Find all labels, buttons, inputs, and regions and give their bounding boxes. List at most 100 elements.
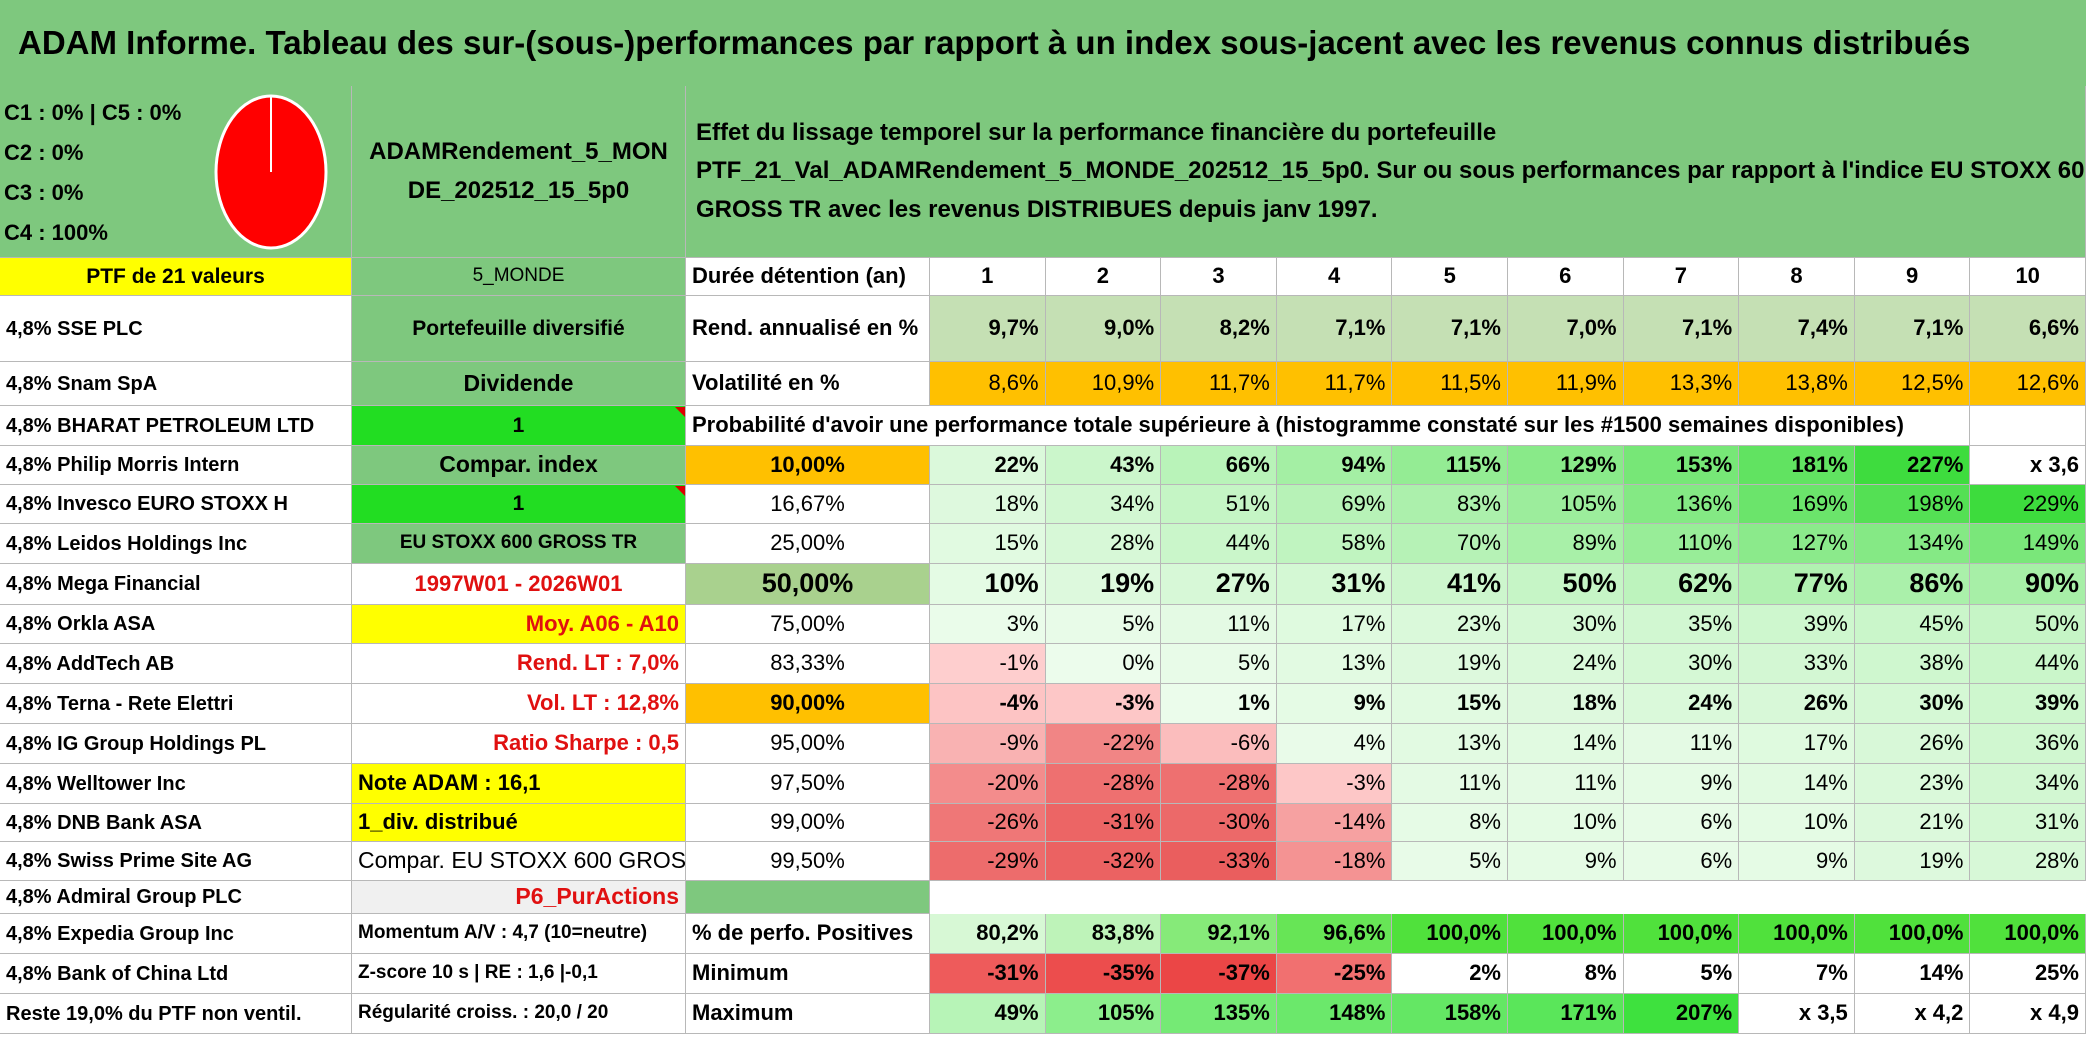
proba-value: 229% [1970,485,2086,524]
proba-value: 70% [1392,524,1508,564]
pos-value: 83,8% [1045,914,1162,954]
pos-value: 100,0% [1739,914,1855,954]
max-value: x 3,5 [1739,994,1855,1034]
proba-value: -1% [930,644,1046,684]
info-regularite: Régularité croiss. : 20,0 / 20 [352,994,686,1034]
holding-row: 4,8% Mega Financial [0,564,352,605]
proba-value: -20% [930,764,1046,804]
proba-value: -18% [1276,842,1393,881]
max-value: 171% [1508,994,1624,1034]
proba-value: -4% [930,684,1046,724]
year-header: 9 [1854,258,1971,296]
proba-threshold: 99,50% [686,842,930,881]
proba-value: 134% [1854,524,1971,564]
vol-value: 11,7% [1161,362,1277,406]
min-value: -31% [930,954,1046,994]
holding-row: 4,8% Leidos Holdings Inc [0,524,352,564]
proba-value: 19% [1854,842,1971,881]
proba-value: 19% [1045,564,1162,605]
proba-value: 28% [1045,524,1162,564]
info-period: 1997W01 - 2026W01 [352,564,686,605]
max-value: 105% [1045,994,1162,1034]
proba-value: 4% [1276,724,1393,764]
proba-threshold: 95,00% [686,724,930,764]
year-header: 6 [1508,258,1624,296]
proba-value: 39% [1739,605,1855,644]
info-compar-full: Compar. EU STOXX 600 GROSS TR [352,842,686,881]
proba-value: 44% [1161,524,1277,564]
info-zscore: Z-score 10 s | RE : 1,6 |-0,1 [352,954,686,994]
proba-value: 23% [1392,605,1508,644]
info-p6: P6_PurActions [352,881,686,914]
proba-value: 13% [1276,644,1393,684]
pie-legend-item: C2 : 0% [4,140,84,165]
pie-legend-item: C3 : 0% [4,180,84,205]
proba-value: 11% [1161,605,1277,644]
pos-value: 100,0% [1854,914,1971,954]
proba-value: 227% [1854,446,1971,485]
pos-value: 100,0% [1970,914,2086,954]
proba-value: 129% [1508,446,1624,485]
rend-value: 7,1% [1623,296,1740,362]
proba-value: 90% [1970,564,2086,605]
proba-value: -32% [1045,842,1162,881]
proba-value: -28% [1161,764,1277,804]
proba-value: x 3,6 [1970,446,2086,485]
proba-threshold: 90,00% [686,684,930,724]
proba-value: 169% [1739,485,1855,524]
max-value: 207% [1623,994,1740,1034]
proba-value: 50% [1508,564,1624,605]
min-value: -37% [1161,954,1277,994]
proba-title: Probabilité d'avoir une performance tota… [686,406,1971,446]
proba-value: -28% [1045,764,1162,804]
proba-value: 51% [1161,485,1277,524]
proba-value: 26% [1854,724,1971,764]
year-header: 7 [1623,258,1740,296]
proba-value: 136% [1623,485,1740,524]
proba-threshold: 99,00% [686,804,930,842]
proba-value: 31% [1970,804,2086,842]
vol-value: 12,5% [1854,362,1971,406]
max-value: 148% [1276,994,1393,1034]
proba-value: 9% [1276,684,1393,724]
year-header: 2 [1045,258,1162,296]
proba-value: 45% [1854,605,1971,644]
proba-value: 153% [1623,446,1740,485]
proba-value: 34% [1970,764,2086,804]
proba-value: 13% [1392,724,1508,764]
proba-value: 14% [1739,764,1855,804]
proba-value: 30% [1623,644,1740,684]
pos-value: 100,0% [1508,914,1624,954]
proba-value: 9% [1623,764,1740,804]
pos-value: 96,6% [1276,914,1393,954]
proba-value: 26% [1739,684,1855,724]
info-compar: Compar. index [352,446,686,485]
rend-value: 9,0% [1045,296,1162,362]
pie-legend-item: C1 : 0% | C5 : 0% [4,100,182,125]
proba-value: 36% [1970,724,2086,764]
duree-label: Durée détention (an) [686,258,930,296]
proba-value: -3% [1276,764,1393,804]
proba-value: 43% [1045,446,1162,485]
proba-value: 28% [1970,842,2086,881]
holding-row: 4,8% BHARAT PETROLEUM LTD [0,406,352,446]
proba-value: 89% [1508,524,1624,564]
proba-value: 83% [1392,485,1508,524]
holding-row: 4,8% Invesco EURO STOXX H [0,485,352,524]
proba-value: 66% [1161,446,1277,485]
proba-value: 58% [1276,524,1393,564]
proba-value: 19% [1392,644,1508,684]
comment-marker [675,486,685,496]
proba-value: 77% [1739,564,1855,605]
year-header: 1 [930,258,1046,296]
pos-value: 92,1% [1161,914,1277,954]
holding-row: 4,8% SSE PLC [0,296,352,362]
rend-label: Rend. annualisé en % [686,296,930,362]
vol-value: 13,8% [1739,362,1855,406]
proba-value: 198% [1854,485,1971,524]
pie-legend-item: C4 : 100% [4,220,108,245]
comment-marker [675,407,685,417]
rend-value: 7,1% [1854,296,1971,362]
proba-value: 18% [930,485,1046,524]
proba-value: -31% [1045,804,1162,842]
